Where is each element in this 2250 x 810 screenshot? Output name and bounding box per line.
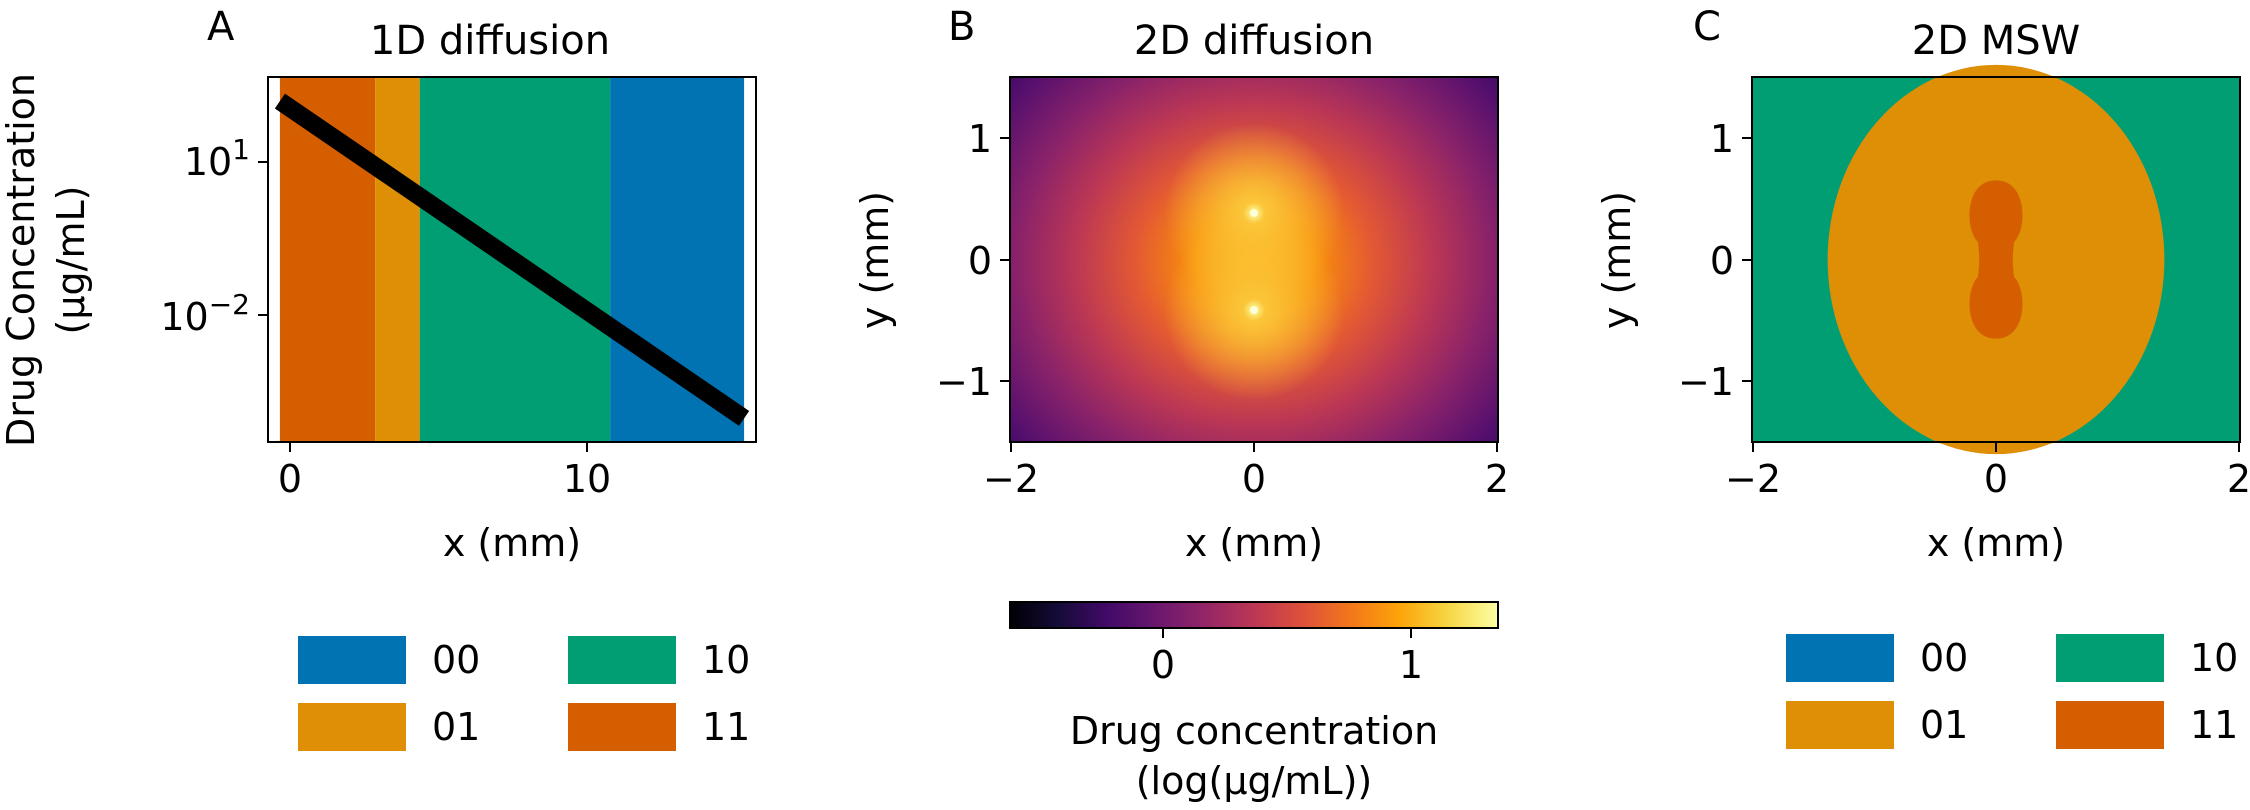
y-axis-label-a-line1: Drug Concentration bbox=[0, 73, 43, 447]
legend-a-swatch-11 bbox=[568, 703, 676, 751]
legend-c: 00 10 01 11 bbox=[1786, 634, 2238, 749]
x-ticks-b: −2 0 2 bbox=[983, 442, 1509, 501]
x-axis-label-b: x (mm) bbox=[1185, 521, 1323, 565]
region-11-core bbox=[1969, 180, 2023, 339]
x-tick-label-b-m2: −2 bbox=[983, 457, 1039, 501]
y-ticks-c: 1 0 −1 bbox=[1678, 117, 1752, 404]
panel-a-1d-diffusion: A 1D diffusion 101 10−2 0 10 x (mm) Drug… bbox=[0, 4, 757, 565]
x-tick-label-b-0: 0 bbox=[1242, 457, 1266, 501]
y-ticks-b: 1 0 −1 bbox=[936, 117, 1010, 404]
y-tick-label-b-1: 1 bbox=[968, 117, 992, 161]
concentration-line-a bbox=[274, 93, 750, 426]
y-tick-label-a-2: 10−2 bbox=[160, 288, 250, 339]
x-tick-label-c-m2: −2 bbox=[1725, 457, 1781, 501]
band-01 bbox=[375, 77, 420, 442]
x-axis-label-a: x (mm) bbox=[443, 521, 581, 565]
y-ticks-a: 101 10−2 bbox=[160, 133, 268, 339]
legend-c-label-01: 01 bbox=[1920, 703, 1968, 747]
state-map-c bbox=[1752, 64, 2240, 455]
panel-b-2d-diffusion: B 2D diffusion 1 0 −1 −2 0 2 x (mm) y (m bbox=[853, 4, 1509, 803]
legend-a-swatch-10 bbox=[568, 636, 676, 684]
colorbar-label-line1: Drug concentration bbox=[1070, 709, 1438, 753]
y-tick-label-b-m1: −1 bbox=[936, 360, 992, 404]
x-tick-label-c-2: 2 bbox=[2227, 457, 2250, 501]
legend-c-swatch-10 bbox=[2056, 634, 2164, 682]
y-tick-label-c-m1: −1 bbox=[1678, 360, 1734, 404]
y-tick-exp-a-1: 1 bbox=[232, 133, 250, 166]
colorbar-b-gradient bbox=[1009, 601, 1499, 629]
panel-b-title: 2D diffusion bbox=[1134, 18, 1374, 64]
x-axis-label-c: x (mm) bbox=[1927, 521, 2065, 565]
x-tick-label-c-0: 0 bbox=[1984, 457, 2008, 501]
legend-a-swatch-00 bbox=[298, 636, 406, 684]
y-tick-label-a-1: 101 bbox=[184, 133, 250, 184]
y-axis-label-b: y (mm) bbox=[853, 191, 897, 329]
legend-c-label-10: 10 bbox=[2190, 636, 2238, 680]
colorbar-tick-label-1: 1 bbox=[1399, 643, 1423, 687]
heatmap-b-source-2 bbox=[1250, 306, 1258, 314]
y-axis-label-a-line2: (μg/mL) bbox=[49, 186, 93, 335]
legend-a-label-10: 10 bbox=[702, 638, 750, 682]
y-axis-label-c: y (mm) bbox=[1595, 191, 1639, 329]
x-tick-label-a-0: 0 bbox=[278, 457, 302, 501]
colorbar-label-line2: (log(μg/mL)) bbox=[1136, 759, 1373, 803]
x-tick-label-b-2: 2 bbox=[1485, 457, 1509, 501]
legend-a-label-00: 00 bbox=[432, 638, 480, 682]
legend-c-swatch-11 bbox=[2056, 701, 2164, 749]
y-tick-label-c-0: 0 bbox=[1710, 239, 1734, 283]
heatmap-b bbox=[1010, 77, 1498, 442]
x-ticks-c: −2 0 2 bbox=[1725, 442, 2250, 501]
state-bands-a bbox=[279, 77, 745, 442]
panel-c-letter: C bbox=[1693, 4, 1721, 50]
legend-a-label-01: 01 bbox=[432, 705, 480, 749]
legend-a-label-11: 11 bbox=[702, 705, 750, 749]
legend-a-swatch-01 bbox=[298, 703, 406, 751]
band-00 bbox=[610, 77, 745, 442]
panel-c-title: 2D MSW bbox=[1912, 18, 2080, 64]
legend-c-label-00: 00 bbox=[1920, 636, 1968, 680]
panel-a-letter: A bbox=[207, 4, 235, 50]
colorbar-tick-label-0: 0 bbox=[1151, 643, 1175, 687]
y-tick-label-c-1: 1 bbox=[1710, 117, 1734, 161]
heatmap-b-source-glow-2 bbox=[1010, 77, 1498, 442]
legend-c-swatch-00 bbox=[1786, 634, 1894, 682]
panel-b-letter: B bbox=[948, 4, 975, 50]
series-line-0 bbox=[274, 93, 750, 426]
x-tick-label-a-10: 10 bbox=[563, 457, 611, 501]
legend-c-swatch-01 bbox=[1786, 701, 1894, 749]
legend-c-label-11: 11 bbox=[2190, 703, 2238, 747]
x-ticks-a: 0 10 bbox=[278, 442, 611, 501]
legend-a: 00 10 01 11 bbox=[298, 636, 750, 751]
y-tick-exp-a-2: −2 bbox=[209, 288, 250, 321]
heatmap-b-source-1 bbox=[1250, 209, 1258, 217]
panel-c-2d-msw: C 2D MSW 1 0 −1 −2 0 2 x (mm) y (mm) bbox=[1595, 4, 2250, 565]
panel-a-title: 1D diffusion bbox=[370, 18, 610, 64]
y-tick-label-b-0: 0 bbox=[968, 239, 992, 283]
colorbar-b: 0 1 Drug concentration (log(μg/mL)) bbox=[1009, 601, 1499, 803]
plot-frame-a bbox=[267, 76, 757, 443]
